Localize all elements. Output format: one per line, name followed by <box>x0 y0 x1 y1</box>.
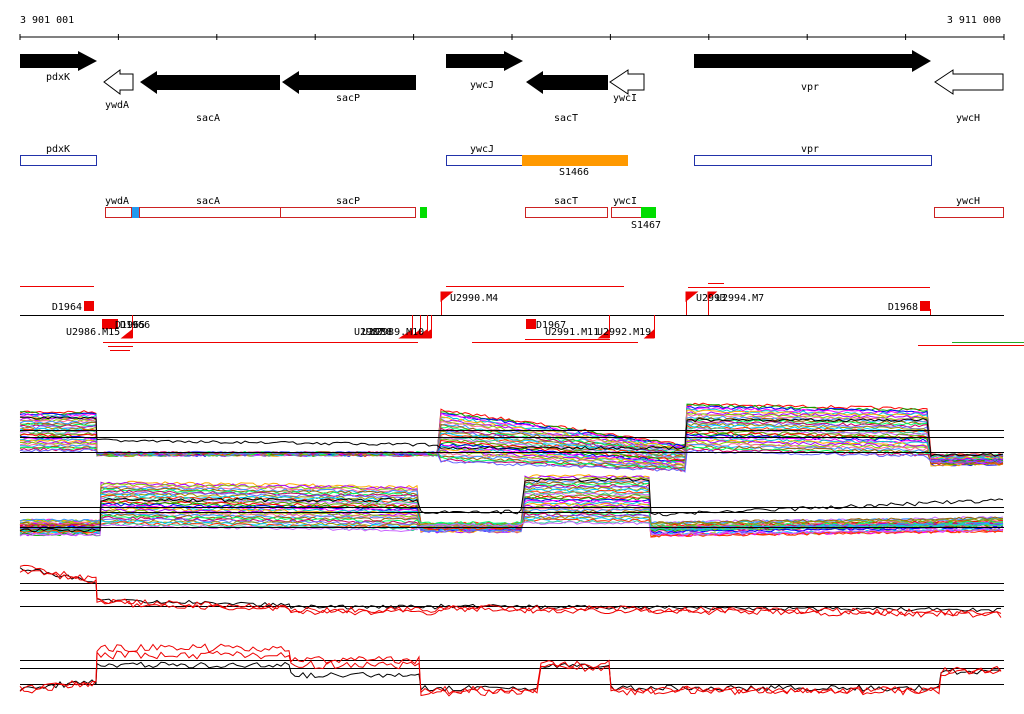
gene-arrow-sacp[interactable]: sacP <box>282 71 416 104</box>
gene-label: sacP <box>336 93 360 104</box>
tss-label: U2992.M19 <box>597 327 651 338</box>
ruler-end-label: 3 911 000 <box>947 15 1001 26</box>
coordinate-ruler: 3 901 001 3 911 000 <box>19 15 1005 40</box>
expression-panel-minus <box>19 474 1004 538</box>
expression-trace <box>19 519 1004 532</box>
minus-feature-s1467[interactable]: S1467 <box>631 207 661 231</box>
gene-label: ywcH <box>956 113 980 124</box>
svg-text:pdxK: pdxK <box>46 144 70 155</box>
expression-trace <box>19 477 1004 533</box>
expression-panel-ratio-minus <box>19 643 1004 697</box>
tss-label: D1965 <box>115 320 145 331</box>
gene-arrow-saca[interactable]: sacA <box>140 71 280 124</box>
svg-text:sacT: sacT <box>554 196 578 207</box>
tss-label: U2993 <box>696 293 726 304</box>
gene-label: pdxK <box>46 72 70 83</box>
gene-label: vpr <box>801 82 819 93</box>
minus-box-saca[interactable]: sacA <box>139 196 281 218</box>
ratio-trace <box>19 650 1002 695</box>
plus-box-ywcj[interactable]: ywcJ <box>446 144 523 166</box>
tss-label: D1966 <box>120 320 150 331</box>
tss-label: U2986.M15 <box>66 327 120 338</box>
svg-text:S1467: S1467 <box>631 220 661 231</box>
minus-box-ywch[interactable]: ywcH <box>934 196 1004 218</box>
gene-label: ywdA <box>105 100 129 111</box>
gene-label: ywcJ <box>470 80 494 91</box>
tss-label: U2988 <box>362 327 392 338</box>
gene-arrow-vpr[interactable]: vpr <box>694 50 931 93</box>
plus-box-pdxk[interactable]: pdxK <box>20 144 97 166</box>
ratio-trace <box>19 569 1002 618</box>
expression-trace <box>19 514 1004 533</box>
gene-arrow-track: pdxK ywdA sacA sacP ywcJ sacT ywcI vpr <box>20 50 1004 124</box>
svg-text:ywcJ: ywcJ <box>470 144 494 155</box>
expression-trace <box>19 411 1004 462</box>
plus-feature-s1466[interactable]: S1466 <box>522 155 628 178</box>
minus-box-ywda[interactable]: ywdA <box>105 196 132 218</box>
svg-text:ywcI: ywcI <box>613 196 637 207</box>
svg-text:sacA: sacA <box>196 196 220 207</box>
gene-label: sacA <box>196 113 220 124</box>
ratio-trace <box>19 643 1002 697</box>
gene-arrow-ywcj[interactable]: ywcJ <box>446 51 523 91</box>
tss-label: U2991.M11 <box>545 327 599 338</box>
tss-label: D1964 <box>52 302 82 313</box>
ratio-trace <box>19 564 1002 617</box>
svg-text:S1466: S1466 <box>559 167 589 178</box>
tss-label: D1967 <box>536 320 566 331</box>
expression-panel-ratio-plus <box>19 564 1004 618</box>
tss-label: U2990.M4 <box>450 293 498 304</box>
minus-box-ywci[interactable]: ywcI <box>611 196 642 218</box>
tss-label: U2994.M7 <box>716 293 764 304</box>
tss-label: U2989.M10 <box>370 327 424 338</box>
gene-label: sacT <box>554 113 578 124</box>
marker-blue <box>132 207 139 218</box>
tss-track: D1964 U2990.M4 U2993 U2994.M7 D1968 U298… <box>20 283 1024 351</box>
svg-text:vpr: vpr <box>801 144 819 155</box>
svg-text:sacP: sacP <box>336 196 360 207</box>
tss-label: D1968 <box>888 302 918 313</box>
plus-strand-annotation-track: pdxK ywcJ S1466 vpr <box>20 144 932 178</box>
ruler-start-label: 3 901 001 <box>20 15 74 26</box>
svg-text:ywcH: ywcH <box>956 196 980 207</box>
gene-label: ywcI <box>613 93 637 104</box>
tss-label: U2987 <box>354 327 384 338</box>
expression-trace <box>20 416 1004 458</box>
minus-strand-annotation-track: ywdA sacA sacP sacT ywcI S1467 ywcH <box>105 196 1004 231</box>
gene-arrow-pdxk[interactable]: pdxK <box>20 51 97 83</box>
ratio-trace <box>19 567 1002 613</box>
minus-box-sacp[interactable]: sacP <box>280 196 416 218</box>
gene-arrow-ywci[interactable]: ywcI <box>609 69 645 104</box>
marker-green <box>420 207 427 218</box>
svg-text:ywdA: ywdA <box>105 196 129 207</box>
plus-box-vpr[interactable]: vpr <box>694 144 932 166</box>
ratio-trace <box>19 661 1001 692</box>
gene-arrow-ywch[interactable]: ywcH <box>934 69 1004 124</box>
gene-arrow-sact[interactable]: sacT <box>526 71 608 124</box>
gene-arrow-ywda[interactable]: ywdA <box>103 69 134 111</box>
expression-panel-plus <box>19 402 1004 473</box>
minus-box-sact[interactable]: sacT <box>525 196 608 218</box>
